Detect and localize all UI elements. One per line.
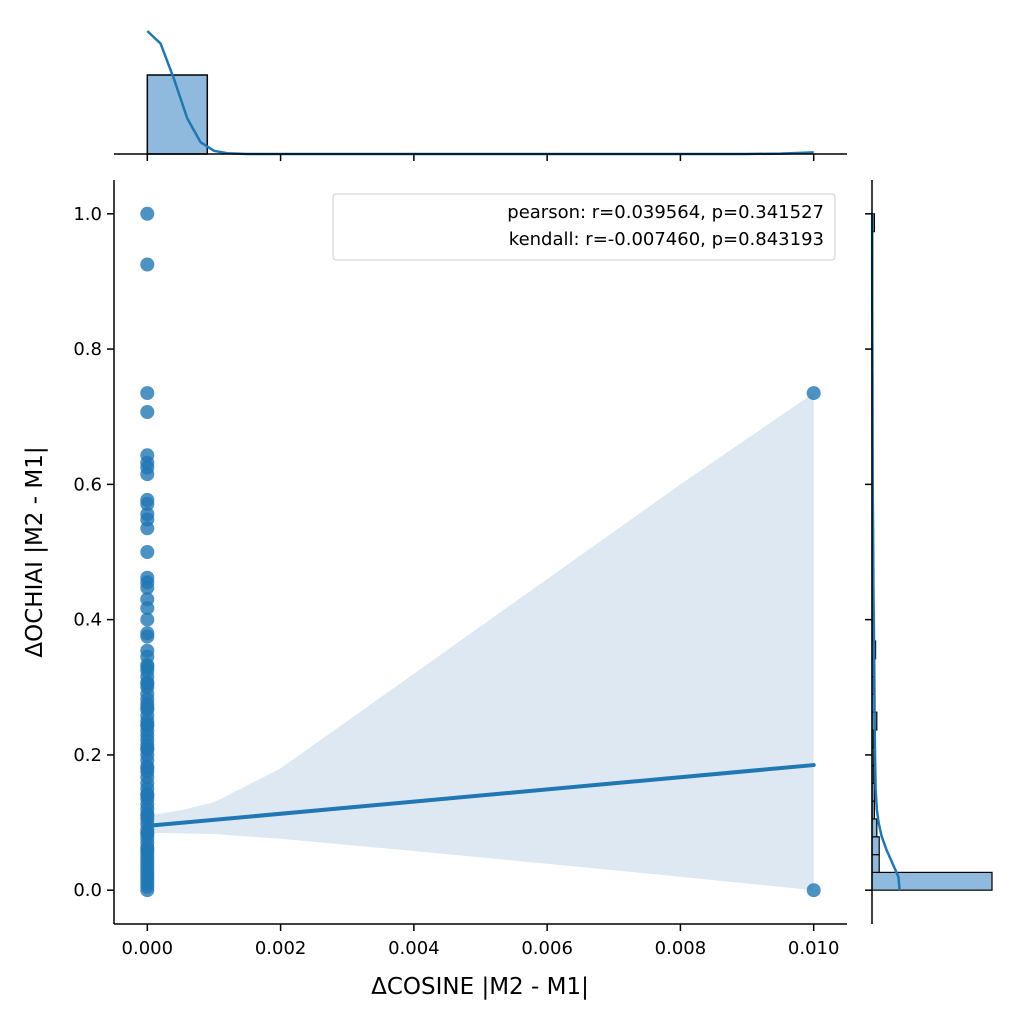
confidence-band (147, 393, 814, 891)
scatter-point (140, 497, 155, 511)
scatter-point (140, 761, 155, 776)
y-axis-title: ΔOCHIAI |M2 - M1| (22, 446, 48, 657)
y-tick-label: 0.0 (73, 880, 102, 901)
scatter-point (140, 629, 155, 644)
legend-pearson-text: pearson: r=0.039564, p=0.341527 (507, 202, 824, 223)
scatter-point (140, 741, 155, 756)
scatter-point (140, 545, 155, 559)
top-kde-curve (146, 30, 814, 156)
main-scatter-plot: 0.000 0.002 0.004 0.006 0.008 0.010 0.0 0.2 0.4 0… (73, 180, 847, 959)
scatter-point (140, 612, 155, 627)
scatter-point (806, 386, 821, 401)
regression-line (145, 763, 816, 828)
scatter-point (140, 405, 155, 419)
x-tick-label: 0.004 (388, 938, 440, 959)
scatter-point (140, 580, 155, 595)
scatter-point (140, 825, 155, 840)
scatter-point (140, 676, 155, 691)
right-histogram-bar (871, 836, 880, 856)
top-marginal-histogram (114, 30, 847, 161)
x-tick-label: 0.010 (788, 938, 840, 959)
right-histogram-bar (871, 871, 993, 891)
right-histogram-bar (871, 854, 880, 873)
legend-kendall-text: kendall: r=-0.007460, p=0.843193 (509, 229, 824, 250)
y-tick-label: 1.0 (73, 204, 102, 225)
scatter-point (140, 717, 155, 732)
scatter-point (140, 700, 155, 715)
scatter-point (806, 883, 821, 898)
scatter-point (140, 257, 155, 272)
scatter-point (140, 788, 155, 803)
right-kde-curve (870, 213, 901, 891)
scatter-point (140, 467, 155, 482)
scatter-point (140, 808, 155, 823)
y-tick-label: 0.2 (73, 745, 102, 766)
x-tick-label: 0.002 (255, 938, 307, 959)
x-tick-label: 0.008 (655, 938, 707, 959)
scatter-point (140, 386, 155, 401)
legend-box: pearson: r=0.039564, p=0.341527 kendall:… (332, 193, 836, 261)
x-tick-label: 0.000 (122, 938, 174, 959)
scatter-point (140, 883, 155, 898)
right-marginal-histogram (865, 180, 993, 924)
y-tick-label: 0.8 (73, 339, 102, 360)
scatter-point (140, 601, 155, 616)
y-tick-label: 0.4 (73, 610, 102, 631)
y-tick-label: 0.6 (73, 474, 102, 495)
scatter-point (140, 842, 155, 857)
x-tick-label: 0.006 (521, 938, 573, 959)
legend-frame (332, 193, 836, 261)
scatter-point (140, 206, 155, 221)
x-axis-title: ΔCOSINE |M2 - M1| (371, 974, 589, 1000)
scatter-point (140, 521, 155, 536)
scatter-point (140, 660, 155, 674)
